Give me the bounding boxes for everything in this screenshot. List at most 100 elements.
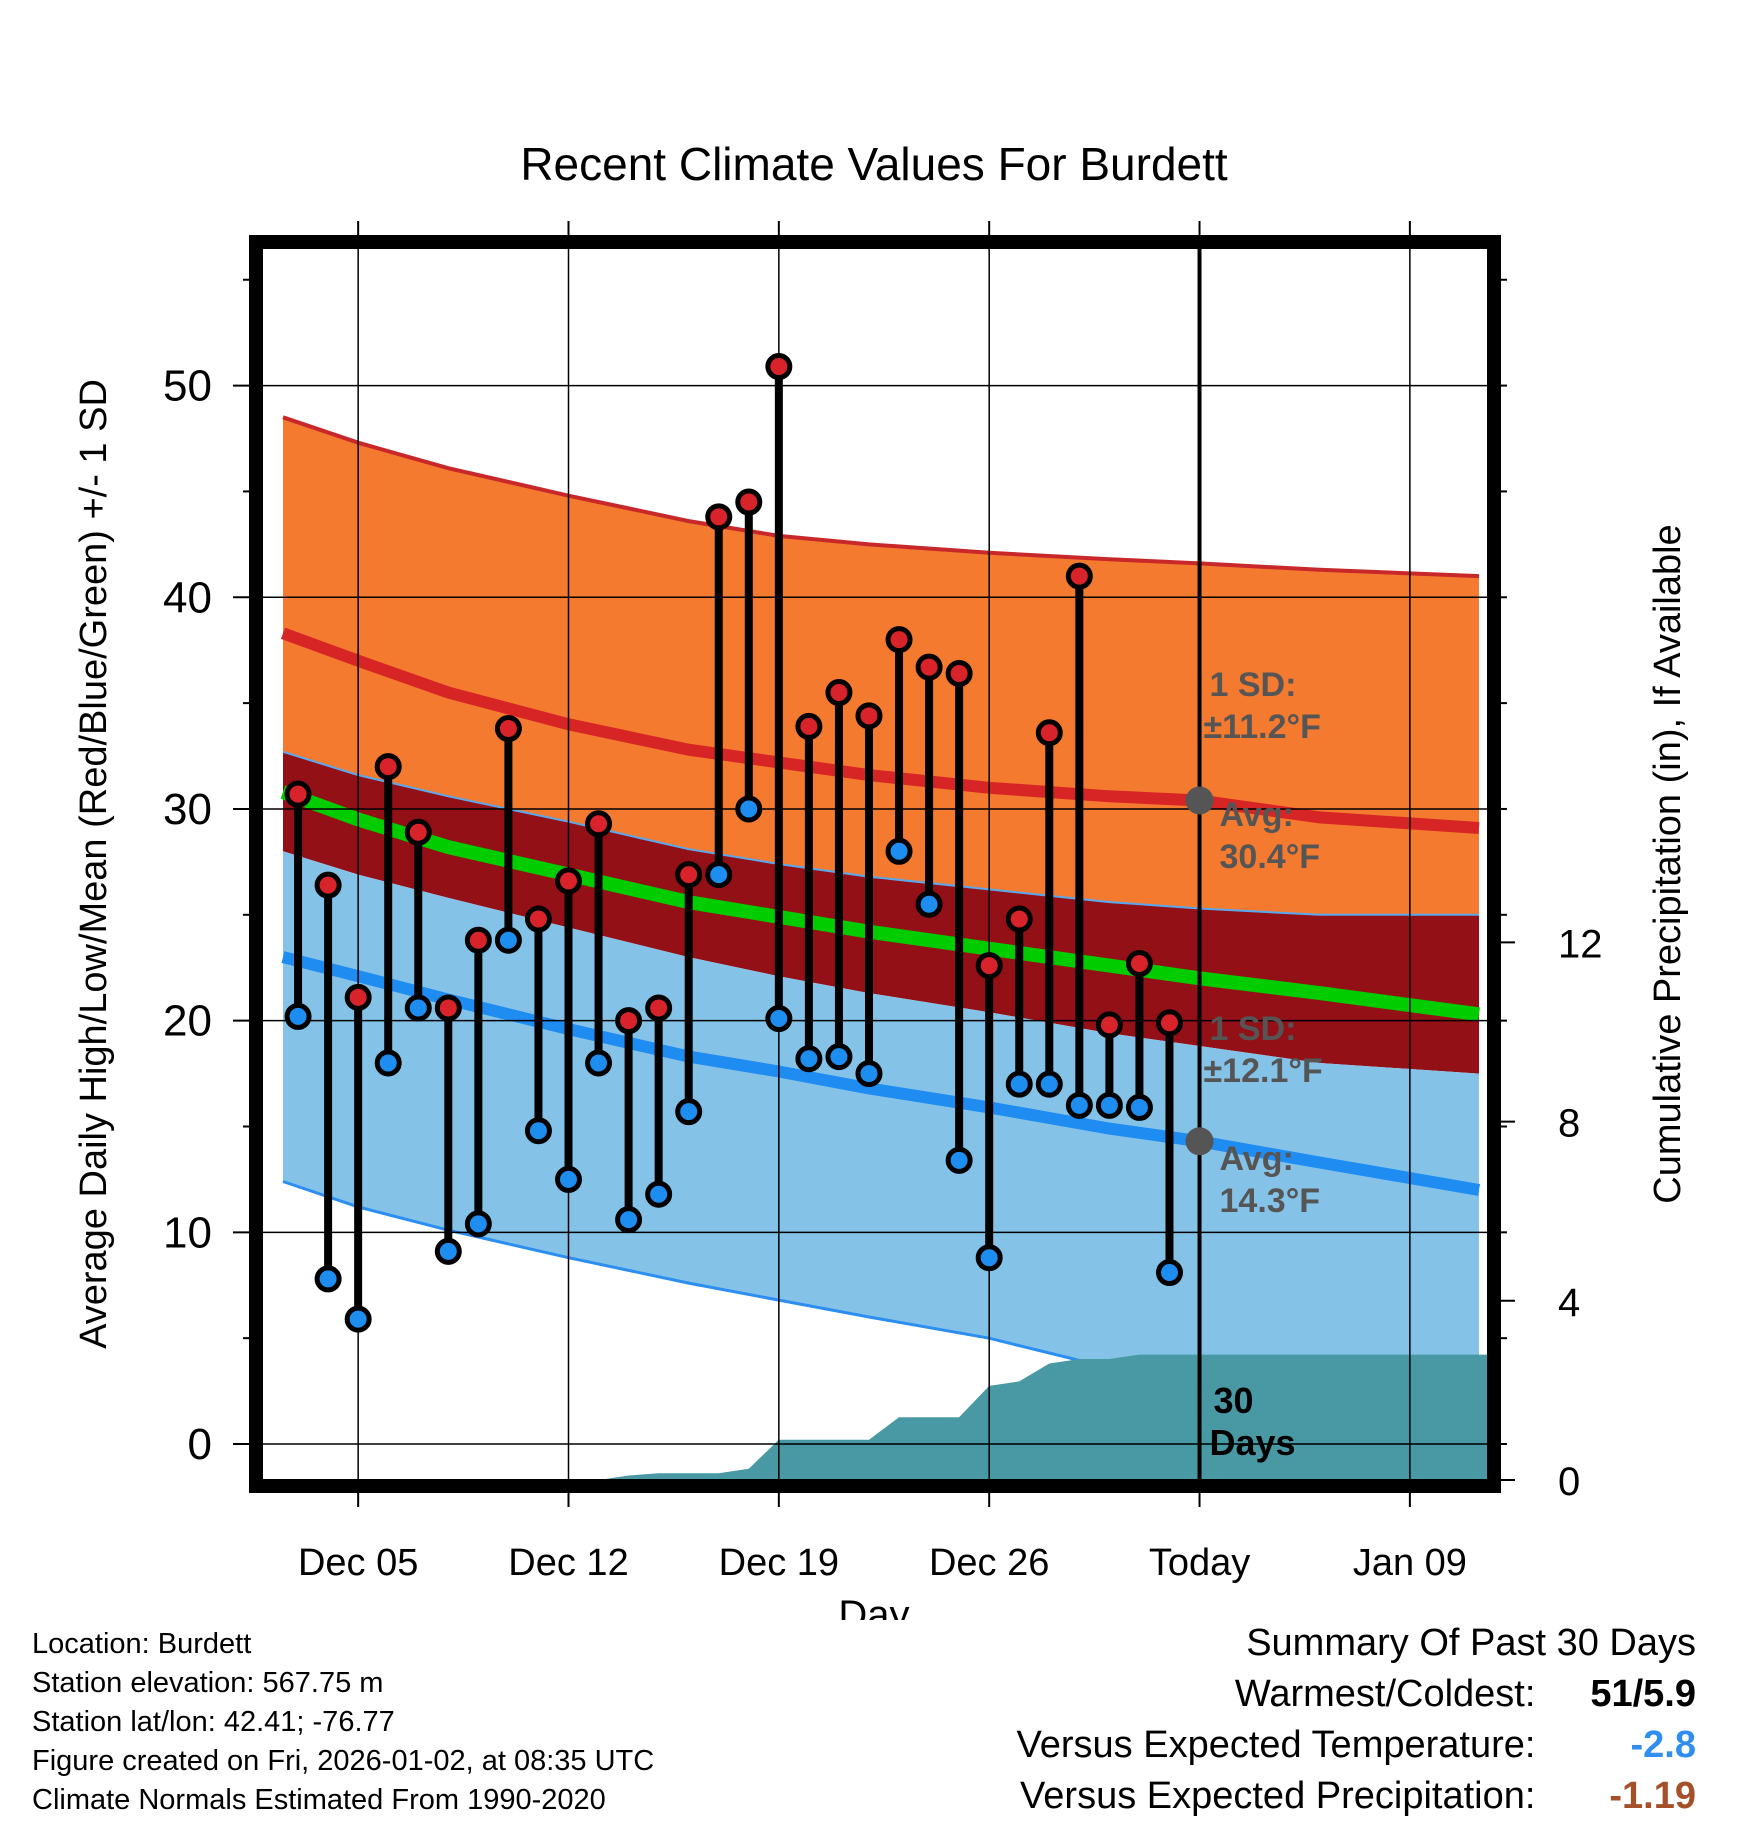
- obs-high-point: [765, 353, 793, 381]
- y2-axis-title: Cumulative Precipitation (in), If Availa…: [1647, 524, 1689, 1203]
- obs-high-point: [735, 488, 763, 516]
- obs-low-point: [975, 1244, 1003, 1272]
- y2-tick-label: 12: [1558, 922, 1603, 966]
- chart-title: Recent Climate Values For Burdett: [520, 138, 1228, 190]
- high-sd-band: [283, 417, 1479, 915]
- precip-anomaly-row: Versus Expected Precipitation: -1.19: [1017, 1771, 1696, 1822]
- obs-high-point: [615, 1007, 643, 1035]
- plot-frame: [249, 235, 1501, 1493]
- y-tick-label: 30: [163, 785, 212, 834]
- obs-high-point: [795, 712, 823, 740]
- temp-anomaly-value: -2.8: [1630, 1724, 1696, 1766]
- obs-high-point: [945, 659, 973, 687]
- obs-high-point: [1005, 905, 1033, 933]
- warmest-value: 51/5.9: [1590, 1673, 1696, 1715]
- obs-low-point: [645, 1180, 673, 1208]
- high-sd-label: 1 SD:: [1210, 666, 1297, 704]
- summary-panel: Summary Of Past 30 Days Warmest/Coldest:…: [1017, 1618, 1696, 1822]
- obs-low-point: [765, 1005, 793, 1033]
- obs-low-point: [855, 1060, 883, 1088]
- obs-low-point: [915, 890, 943, 918]
- created-text: Figure created on Fri, 2026-01-02, at 08…: [32, 1745, 655, 1777]
- y-tick-label: 0: [188, 1420, 212, 1469]
- low-avg-value: 14.3°F: [1220, 1182, 1321, 1220]
- high-sd-lower-line: [282, 750, 1479, 916]
- precip-anomaly-value: -1.19: [1609, 1775, 1696, 1817]
- x-tick-label: Dec 12: [508, 1542, 628, 1584]
- obs-low-point: [555, 1165, 582, 1193]
- obs-low-point: [404, 994, 432, 1022]
- temp-anomaly-row: Versus Expected Temperature: -2.8: [1017, 1720, 1696, 1771]
- obs-low-point: [494, 926, 522, 954]
- obs-low-point: [885, 837, 913, 865]
- obs-low-point: [1155, 1259, 1183, 1287]
- obs-low-point: [1125, 1093, 1153, 1121]
- low-avg-label: Avg:: [1220, 1140, 1294, 1178]
- obs-high-point: [1035, 719, 1063, 747]
- warmest-row: Warmest/Coldest: 51/5.9: [1017, 1669, 1696, 1720]
- obs-high-point: [404, 818, 432, 846]
- obs-high-point: [555, 867, 582, 895]
- obs-low-point: [284, 1002, 312, 1030]
- obs-low-point: [615, 1206, 643, 1234]
- station-info: Location: Burdett Station elevation: 567…: [32, 1625, 654, 1820]
- obs-high-point: [374, 753, 402, 781]
- x-tick-label: Today: [1149, 1542, 1250, 1584]
- obs-high-point: [975, 952, 1003, 980]
- normal-low-line: [281, 951, 1481, 1196]
- obs-high-point: [855, 702, 883, 730]
- obs-high-point: [314, 871, 342, 899]
- obs-high-point: [645, 994, 673, 1022]
- obs-low-point: [464, 1210, 492, 1238]
- y-tick-label: 40: [163, 573, 212, 622]
- obs-low-point: [1065, 1091, 1093, 1119]
- obs-high-point: [1125, 949, 1153, 977]
- normal-mean-line: [280, 785, 1480, 1022]
- obs-low-point: [374, 1049, 402, 1077]
- high-sd-upper-line: [282, 415, 1480, 579]
- obs-low-point: [795, 1045, 823, 1073]
- temp-anomaly-label: Versus Expected Temperature:: [1016, 1724, 1536, 1766]
- latlon-text: Station lat/lon: 42.41; -76.77: [32, 1706, 395, 1738]
- x-axis-title: Day: [838, 1593, 909, 1620]
- obs-high-point: [1155, 1009, 1183, 1037]
- precipitation-area: [268, 1354, 1488, 1480]
- low-sd-band: [283, 851, 1479, 1436]
- y-tick-label: 20: [163, 997, 212, 1046]
- obs-low-point: [1005, 1070, 1033, 1098]
- elevation-text: Station elevation: 567.75 m: [32, 1667, 384, 1699]
- location-text: Location: Burdett: [32, 1628, 252, 1660]
- high-avg-label: Avg:: [1220, 796, 1294, 834]
- obs-low-point: [1035, 1070, 1063, 1098]
- obs-low-point: [825, 1043, 853, 1071]
- low-sd-label: 1 SD:: [1210, 1010, 1297, 1048]
- obs-high-point: [585, 810, 613, 838]
- y-axis-title: Average Daily High/Low/Mean (Red/Blue/Gr…: [73, 379, 115, 1349]
- overlap-band: [283, 751, 1479, 1074]
- x-tick-label: Dec 26: [929, 1542, 1049, 1584]
- obs-high-point: [1065, 562, 1093, 590]
- obs-high-point: [344, 983, 372, 1011]
- y-tick-label: 10: [163, 1208, 212, 1257]
- plot-area: [262, 248, 1488, 1480]
- obs-high-point: [434, 994, 462, 1022]
- normals-text: Climate Normals Estimated From 1990-2020: [32, 1784, 606, 1816]
- obs-high-point: [675, 861, 703, 889]
- climate-chart: Recent Climate Values For Burdett 1 SD: ±…: [73, 138, 1689, 1620]
- obs-low-point: [344, 1305, 372, 1333]
- y2-tick-label: 8: [1558, 1102, 1580, 1146]
- obs-low-point: [1095, 1091, 1123, 1119]
- obs-high-point: [915, 653, 943, 681]
- obs-high-point: [524, 905, 552, 933]
- obs-low-point: [585, 1049, 613, 1077]
- obs-high-point: [1095, 1011, 1123, 1039]
- obs-high-point: [284, 780, 312, 808]
- obs-high-point: [494, 715, 522, 743]
- low-avg-marker: [1185, 1127, 1214, 1156]
- obs-high-point: [464, 926, 492, 954]
- y2-tick-label: 4: [1558, 1281, 1580, 1325]
- window-label-number: 30: [1214, 1380, 1254, 1421]
- obs-low-point: [434, 1237, 462, 1265]
- low-sd-value: ±12.1°F: [1204, 1052, 1323, 1090]
- window-label-unit: Days: [1210, 1422, 1296, 1463]
